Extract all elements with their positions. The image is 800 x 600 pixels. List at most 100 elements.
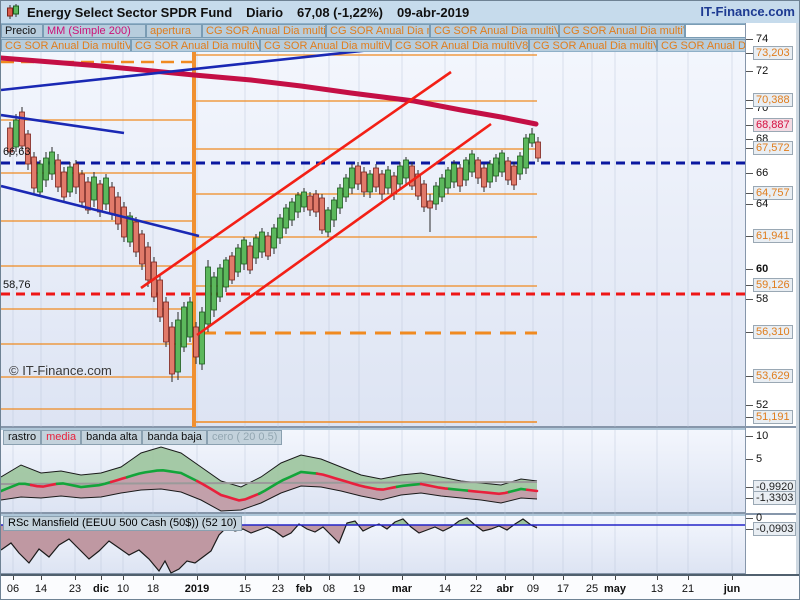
y-axis-tick (746, 100, 753, 101)
chip-cg-sor-anual-dia-multiv7[interactable]: CG SOR Anual Dia multiV7 (260, 39, 391, 53)
indicator-chip-row-1: Precio MM (Simple 200) apertura CG SOR Anua… (1, 24, 754, 38)
y-axis-label: 10 (756, 430, 769, 442)
legend-rsc-mansfield[interactable]: RSc Mansfield (EEUU 500 Cash (50$)) (52 … (3, 516, 242, 531)
y-axis-tick (746, 39, 753, 40)
legend-cero-20-0-5-[interactable]: cero ( 20 0.5) (206, 430, 283, 445)
right-scroll-strip[interactable] (796, 23, 799, 574)
x-axis-label: jun (723, 583, 741, 595)
y-axis-label: 72 (756, 65, 769, 77)
x-axis-tick (505, 576, 506, 580)
x-axis-label: 14 (34, 583, 48, 595)
x-axis-tick (445, 576, 446, 580)
y-axis-tick (746, 285, 753, 286)
chip-precio[interactable]: Precio (1, 24, 43, 38)
x-axis-label: abr (496, 583, 514, 595)
x-axis-label: 13 (650, 583, 664, 595)
watermark: © IT-Finance.com (9, 363, 112, 378)
y-axis-tick (746, 71, 753, 72)
axis-pane-separator (746, 513, 799, 515)
x-axis-label: 25 (585, 583, 599, 595)
x-axis-label: feb (295, 583, 313, 595)
chip-apertura[interactable]: apertura (146, 24, 202, 38)
rsc-legend-chip: RSc Mansfield (EEUU 500 Cash (50$)) (52 … (3, 516, 242, 531)
chip-blank[interactable] (685, 24, 754, 38)
chip-cg-sor-anual-dia-multiv2[interactable]: CG SOR Anual Dia multiV2 (326, 24, 430, 38)
x-axis-label: may (603, 583, 627, 595)
y-axis-label: 59,126 (753, 278, 793, 292)
x-axis-tick (278, 576, 279, 580)
y-axis-label: 58 (756, 293, 769, 305)
y-axis-label: 66 (756, 167, 769, 179)
instrument-name: Energy Select Sector SPDR Fund (27, 4, 233, 20)
y-axis-tick (746, 193, 753, 194)
y-axis-tick (746, 204, 753, 205)
y-axis-label: 67,572 (753, 141, 793, 155)
y-axis-tick (746, 299, 753, 300)
quote-date: 09-abr-2019 (397, 4, 470, 20)
y-axis-label: 61,941 (753, 229, 793, 243)
y-axis-tick (746, 376, 753, 377)
indicator-chip-row-2: CG SOR Anual Dia multiV5 CG SOR Anual Dia… (1, 39, 754, 53)
y-axis-tick (746, 125, 753, 126)
y-axis-tick (746, 487, 753, 488)
y-axis-tick (746, 405, 753, 406)
legend-banda-alta[interactable]: banda alta (81, 430, 143, 445)
x-axis-label: mar (391, 583, 413, 595)
y-axis-label: -0,0903 (753, 522, 797, 536)
x-axis-label: 09 (526, 583, 540, 595)
chip-cg-sor-anual-dia-multiv[interactable]: CG SOR Anual Dia multiV (202, 24, 326, 38)
y-axis-tick (746, 459, 753, 460)
y-axis-tick (746, 148, 753, 149)
rastro-legend-chips: rastro media banda alta banda baja cero ( 20… (3, 430, 283, 445)
x-axis-label: 21 (681, 583, 695, 595)
x-axis-tick (476, 576, 477, 580)
y-axis-label: 52 (756, 399, 769, 411)
y-axis-label: -1,3303 (753, 491, 797, 505)
y-axis-label: 74 (756, 33, 769, 45)
x-axis-label: 15 (238, 583, 252, 595)
y-axis-tick (746, 139, 753, 140)
legend-rastro[interactable]: rastro (3, 430, 42, 445)
y-axis-tick (746, 236, 753, 237)
chip-cg-sor-anual-dia-multiv3[interactable]: CG SOR Anual Dia multiV3 (430, 24, 559, 38)
chip-mm-simple-200-[interactable]: MM (Simple 200) (43, 24, 146, 38)
y-axis-label: 70,388 (753, 93, 793, 107)
main-price-chart-pane[interactable]: 66,63 58,76 © IT-Finance.com (1, 51, 745, 428)
axis-pane-separator (746, 426, 799, 428)
svg-text:66,63: 66,63 (3, 146, 31, 158)
y-axis-tick (746, 53, 753, 54)
chip-cg-sor-anual-dia-multiv4[interactable]: CG SOR Anual Dia multiV4 (559, 24, 685, 38)
y-axis-label: 51,191 (753, 410, 793, 424)
x-axis-tick (359, 576, 360, 580)
x-axis-label: 08 (322, 583, 336, 595)
x-axis-label: 18 (146, 583, 160, 595)
x-axis-tick (329, 576, 330, 580)
y-axis-tick (746, 417, 753, 418)
legend-media[interactable]: media (41, 430, 82, 445)
y-axis-label: 60 (756, 263, 769, 275)
y-axis-tick (746, 269, 753, 270)
svg-text:58,76: 58,76 (3, 279, 31, 291)
x-axis-tick (402, 576, 403, 580)
price-axis[interactable]: 74 73,203 72 70 70,388 68 68,887 67,572 66 64,757… (745, 23, 799, 574)
x-axis-tick (563, 576, 564, 580)
x-axis-label: 22 (469, 583, 483, 595)
legend-banda-baja[interactable]: banda baja (142, 430, 207, 445)
x-axis-label: 2019 (184, 583, 210, 595)
y-axis-label: 64 (756, 198, 769, 210)
x-axis-tick (41, 576, 42, 580)
y-axis-tick (746, 173, 753, 174)
y-axis-label: 64,757 (753, 186, 793, 200)
x-axis-tick (123, 576, 124, 580)
x-axis-tick (732, 576, 733, 580)
chip-cg-sor-anual-dia-multiv6[interactable]: CG SOR Anual Dia multiV6 (131, 39, 260, 53)
y-axis-label: -0,9920 (753, 480, 797, 494)
y-axis-tick (746, 518, 753, 519)
y-axis-tick (746, 108, 753, 109)
x-axis-tick (101, 576, 102, 580)
time-axis[interactable]: 06 14 23 dic 10 18 2019 15 23 feb 08 19 mar 14 22 abr 09… (1, 574, 799, 599)
y-axis-tick (746, 436, 753, 437)
brand-link[interactable]: IT-Finance.com (700, 4, 795, 19)
y-axis-label: 0 (756, 512, 763, 524)
